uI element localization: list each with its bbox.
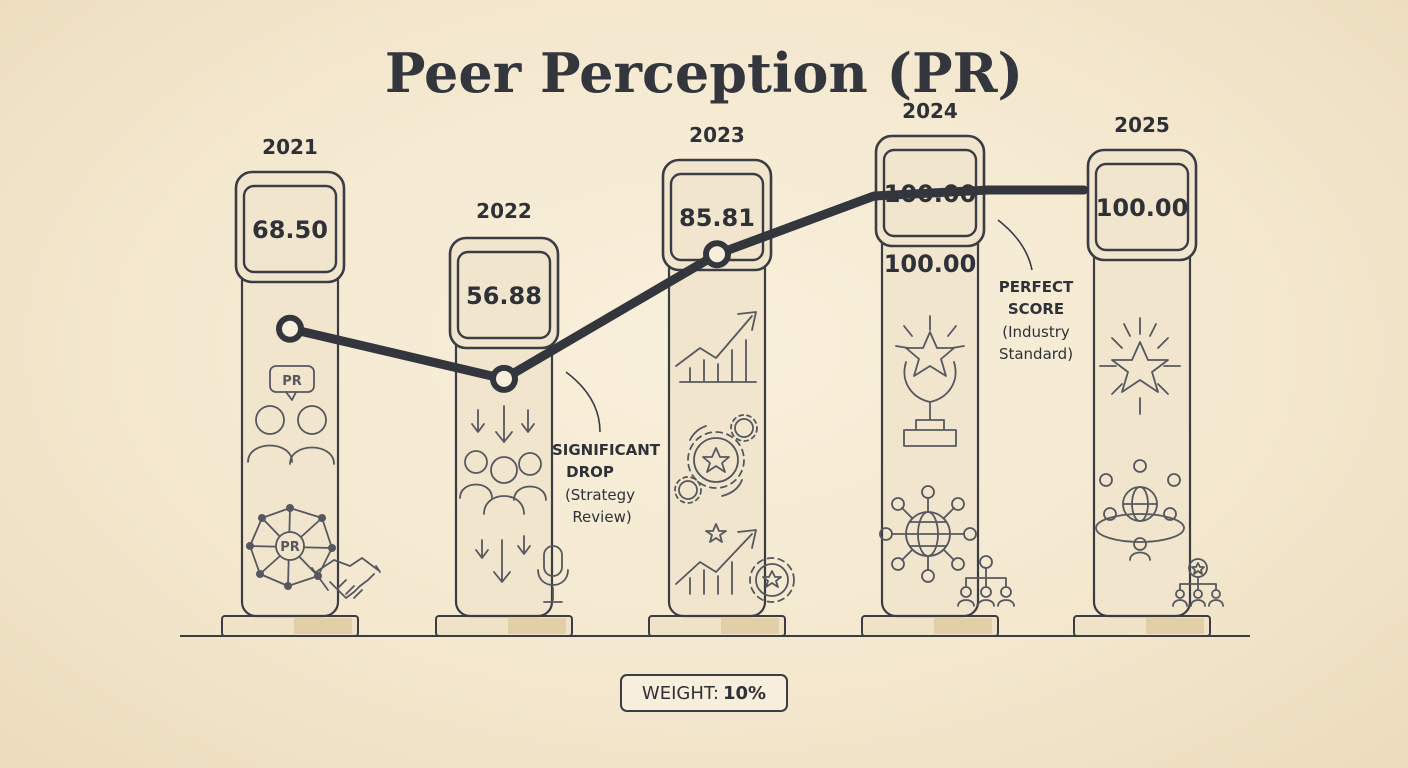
weight-badge: WEIGHT: 10% [620, 674, 788, 712]
growth-chart-icon [675, 311, 757, 383]
pillar-base-shade-2025 [1146, 618, 1204, 634]
weight-label: WEIGHT: [641, 682, 719, 704]
pillar-base-shade-2022 [508, 618, 566, 634]
data-line-layer [276, 185, 1089, 393]
annotation-perfect-score: PERFECT SCORE (Industry Standard) [997, 219, 1074, 363]
trophy-icon [895, 315, 965, 447]
value-label-2023: 85.81 [679, 204, 755, 232]
year-label-2024: 2024 [902, 99, 958, 123]
annotation-significant-drop: SIGNIFICANT DROP (Strategy Review) [552, 371, 661, 526]
annotation-2022-sub-2: Review) [572, 508, 631, 526]
value-label-2022: 56.88 [466, 282, 542, 310]
chart-star-gear-icon [675, 523, 795, 603]
org-chart-icon [957, 555, 1015, 607]
data-line [285, 185, 1089, 384]
value-box-2025 [1094, 162, 1190, 252]
annotation-2024-title-2: SCORE [1008, 300, 1064, 318]
icons: PR PR [246, 311, 1224, 607]
weight-value: 10% [722, 682, 767, 704]
year-label-2023: 2023 [689, 123, 745, 147]
meeting-table-icon [1095, 459, 1185, 561]
value-label-2025: 100.00 [1096, 194, 1189, 222]
annotation-2022-title-2: DROP [566, 463, 614, 481]
annotation-leader-2024 [997, 219, 1033, 271]
group-icon [459, 450, 547, 515]
value-label-2021: 68.50 [252, 216, 328, 244]
value-label-2024-secondary: 100.00 [884, 250, 977, 278]
people-pr-icon: PR [247, 365, 335, 465]
star-burst-icon [1099, 317, 1181, 415]
value-box-2022 [456, 250, 552, 340]
annotation-leader-2022 [565, 371, 601, 433]
annotation-2022-title-1: SIGNIFICANT [552, 441, 661, 459]
globe-network-icon [879, 485, 977, 583]
team-star-icon [1172, 558, 1224, 607]
pr-network-label: PR [280, 540, 300, 555]
chart-title: Peer Perception (PR) [385, 41, 1023, 105]
data-point-2021 [276, 314, 304, 343]
data-point-2023 [703, 240, 731, 269]
annotation-2024-sub-2: Standard) [999, 345, 1073, 363]
handshake-icon [311, 557, 381, 599]
gears-star-icon [674, 414, 758, 504]
year-label-2025: 2025 [1114, 113, 1170, 137]
annotation-2024-sub-1: (Industry [1002, 323, 1070, 341]
pillar-base-shade-2023 [721, 618, 779, 634]
year-labels: 2021 2022 2023 2024 2025 [262, 99, 1170, 223]
value-boxes: 68.50 56.88 85.81 100.00 100.00 [242, 148, 1190, 340]
down-arrows-icon [471, 405, 535, 583]
annotation-2022-sub-1: (Strategy [565, 486, 635, 504]
pillar-base-shade-2021 [294, 618, 352, 634]
network-pr-icon: PR [246, 504, 336, 590]
value-box-2021 [242, 184, 338, 274]
data-point-2022 [490, 364, 518, 393]
pr-badge-label: PR [282, 374, 302, 389]
pillar-base-shade-2024 [934, 618, 992, 634]
microphone-icon [537, 545, 569, 603]
annotation-2024-title-1: PERFECT [999, 278, 1074, 296]
year-label-2021: 2021 [262, 135, 318, 159]
year-label-2022: 2022 [476, 199, 532, 223]
